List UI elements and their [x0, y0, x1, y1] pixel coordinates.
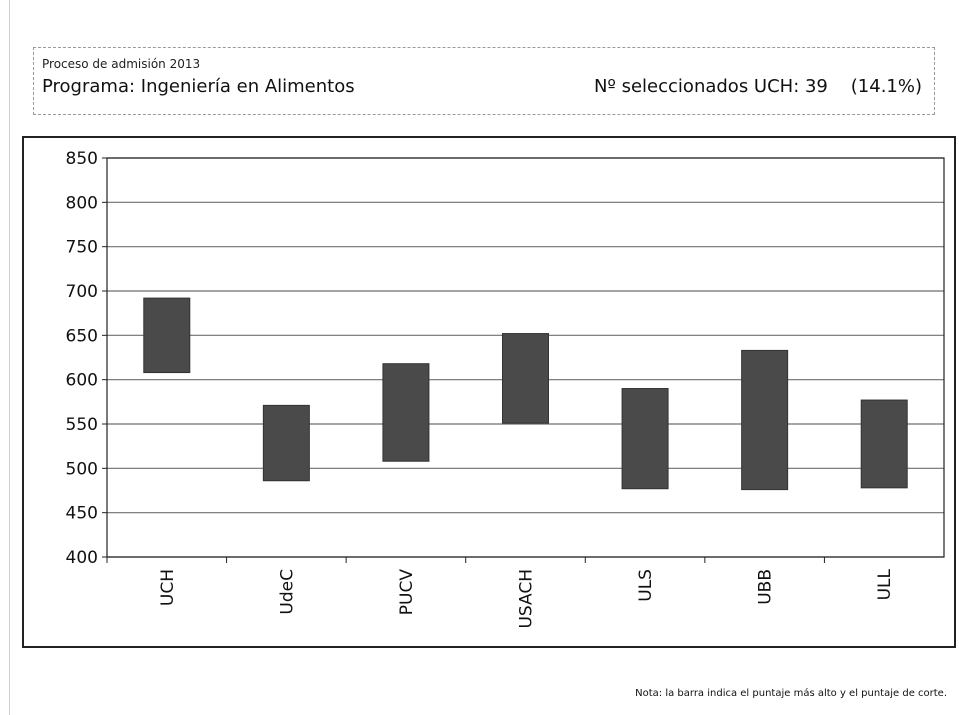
- selected-count-label: Nº seleccionados UCH: 39 (14.1%): [593, 76, 922, 97]
- range-bar-uch: [143, 297, 191, 374]
- y-tick-label: 850: [66, 149, 98, 169]
- y-tick-label: 700: [66, 282, 98, 302]
- chart-frame: 400 450 500 550 600 650 700 750 800 850 UCH UdeC PUC…: [22, 136, 956, 648]
- range-bar-ubb: [741, 349, 789, 491]
- x-category-label: ULL: [875, 568, 895, 600]
- range-bar-chart: 400 450 500 550 600 650 700 750 800 850 UCH UdeC PUC…: [66, 149, 945, 629]
- y-tick-label: 800: [66, 193, 98, 213]
- x-category-label: USACH: [517, 569, 537, 629]
- process-label: Proceso de admisión 2013: [42, 57, 201, 71]
- range-bar-pucv: [382, 363, 430, 462]
- y-tick-label: 500: [66, 459, 98, 479]
- plot-area: [106, 157, 945, 558]
- y-tick-label: 750: [66, 238, 98, 258]
- range-bar-ull: [860, 399, 908, 489]
- range-bar-udec: [262, 404, 310, 482]
- page-left-rule: [9, 0, 10, 715]
- x-category-label: ULS: [636, 569, 656, 602]
- y-tick-label: 450: [66, 504, 98, 524]
- range-bar-uls: [621, 388, 669, 490]
- x-category-label: PUCV: [397, 569, 417, 616]
- footnote: Nota: la barra indica el puntaje más alt…: [635, 688, 947, 699]
- y-tick-label: 600: [66, 371, 98, 391]
- x-category-label: UBB: [756, 569, 776, 605]
- x-category-label: UCH: [158, 569, 178, 606]
- program-title: Programa: Ingeniería en Alimentos: [42, 76, 355, 97]
- chart-header: Proceso de admisión 2013 Programa: Ingen…: [33, 47, 935, 115]
- y-tick-label: 550: [66, 415, 98, 435]
- y-tick-label: 650: [66, 326, 98, 346]
- x-category-label: UdeC: [277, 569, 297, 615]
- range-bar-usach: [502, 333, 549, 424]
- y-tick-label: 400: [66, 548, 98, 568]
